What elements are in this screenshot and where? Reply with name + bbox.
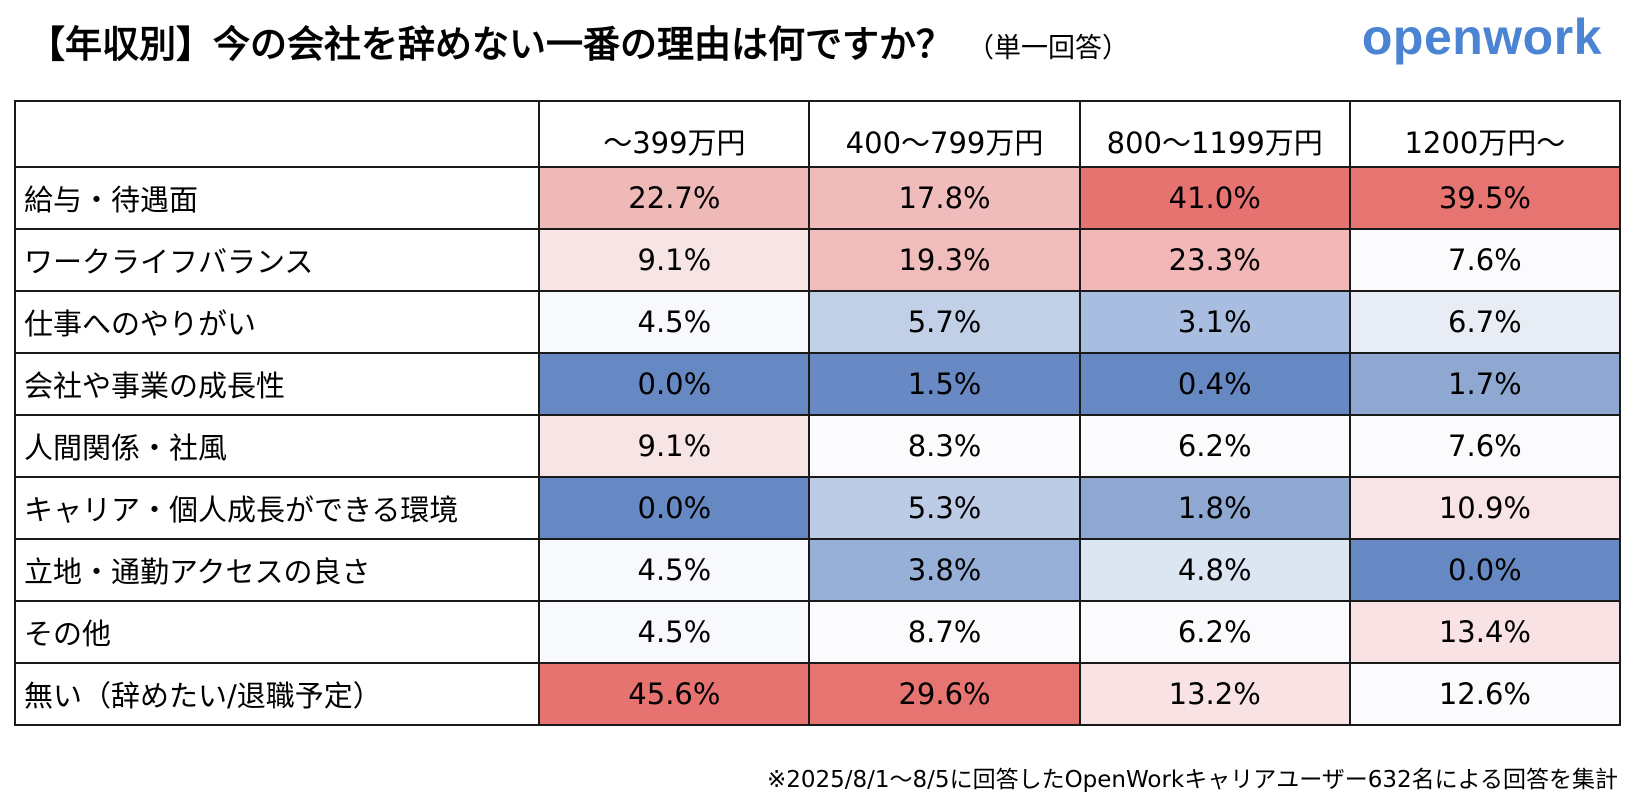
row-label: 会社や事業の成長性 xyxy=(13,352,541,416)
value-cell: 9.1% xyxy=(538,228,811,292)
column-header: 1200万円～ xyxy=(1348,100,1622,168)
value-cell: 22.7% xyxy=(538,166,811,230)
value-cell: 12.6% xyxy=(1348,662,1622,726)
value-cell: 7.6% xyxy=(1348,228,1622,292)
table-row: 仕事へのやりがい 4.5% 5.7% 3.1% 6.7% xyxy=(13,290,1622,354)
value-cell: 6.2% xyxy=(1078,600,1351,664)
value-cell: 0.0% xyxy=(1348,538,1622,602)
value-cell: 0.0% xyxy=(538,476,811,540)
chart-title-row: 【年収別】今の会社を辞めない一番の理由は何ですか？ （単一回答） xyxy=(28,14,1129,72)
value-cell: 8.7% xyxy=(808,600,1081,664)
value-cell: 5.3% xyxy=(808,476,1081,540)
row-label: キャリア・個人成長ができる環境 xyxy=(13,476,541,540)
chart-subtitle: （単一回答） xyxy=(967,33,1129,64)
value-cell: 4.5% xyxy=(538,290,811,354)
row-label: 仕事へのやりがい xyxy=(13,290,541,354)
table-row: ワークライフバランス 9.1% 19.3% 23.3% 7.6% xyxy=(13,228,1622,292)
value-cell: 29.6% xyxy=(808,662,1081,726)
value-cell: 4.5% xyxy=(538,538,811,602)
value-cell: 9.1% xyxy=(538,414,811,478)
value-cell: 4.8% xyxy=(1078,538,1351,602)
value-cell: 45.6% xyxy=(538,662,811,726)
column-header: ～399万円 xyxy=(538,100,811,168)
value-cell: 6.2% xyxy=(1078,414,1351,478)
footnote: ※2025/8/1～8/5に回答したOpenWorkキャリアユーザー632名によ… xyxy=(766,767,1618,793)
value-cell: 1.8% xyxy=(1078,476,1351,540)
row-label: 給与・待遇面 xyxy=(13,166,541,230)
heatmap-table: ～399万円 400～799万円 800～1199万円 1200万円～ 給与・待… xyxy=(13,100,1622,726)
value-cell: 39.5% xyxy=(1348,166,1622,230)
value-cell: 6.7% xyxy=(1348,290,1622,354)
value-cell: 0.4% xyxy=(1078,352,1351,416)
value-cell: 17.8% xyxy=(808,166,1081,230)
row-label: 立地・通勤アクセスの良さ xyxy=(13,538,541,602)
table-body: 給与・待遇面 22.7% 17.8% 41.0% 39.5% ワークライフバランス 9.1%… xyxy=(13,166,1622,726)
value-cell: 41.0% xyxy=(1078,166,1351,230)
value-cell: 4.5% xyxy=(538,600,811,664)
table-row: キャリア・個人成長ができる環境 0.0% 5.3% 1.8% 10.9% xyxy=(13,476,1622,540)
value-cell: 1.5% xyxy=(808,352,1081,416)
corner-cell xyxy=(13,100,541,168)
value-cell: 3.8% xyxy=(808,538,1081,602)
openwork-logo: openwork xyxy=(1361,9,1602,65)
chart-title: 【年収別】今の会社を辞めない一番の理由は何ですか？ xyxy=(28,23,953,66)
value-cell: 0.0% xyxy=(538,352,811,416)
row-label: その他 xyxy=(13,600,541,664)
row-label: 人間関係・社風 xyxy=(13,414,541,478)
column-header: 800～1199万円 xyxy=(1078,100,1351,168)
row-label: 無い（辞めたい/退職予定） xyxy=(13,662,541,726)
table-row: その他 4.5% 8.7% 6.2% 13.4% xyxy=(13,600,1622,664)
row-label: ワークライフバランス xyxy=(13,228,541,292)
value-cell: 3.1% xyxy=(1078,290,1351,354)
table-row: 会社や事業の成長性 0.0% 1.5% 0.4% 1.7% xyxy=(13,352,1622,416)
value-cell: 1.7% xyxy=(1348,352,1622,416)
value-cell: 7.6% xyxy=(1348,414,1622,478)
value-cell: 10.9% xyxy=(1348,476,1622,540)
value-cell: 23.3% xyxy=(1078,228,1351,292)
value-cell: 5.7% xyxy=(808,290,1081,354)
table-row: 立地・通勤アクセスの良さ 4.5% 3.8% 4.8% 0.0% xyxy=(13,538,1622,602)
table-row: 無い（辞めたい/退職予定） 45.6% 29.6% 13.2% 12.6% xyxy=(13,662,1622,726)
table-row: 給与・待遇面 22.7% 17.8% 41.0% 39.5% xyxy=(13,166,1622,230)
value-cell: 13.2% xyxy=(1078,662,1351,726)
value-cell: 13.4% xyxy=(1348,600,1622,664)
value-cell: 8.3% xyxy=(808,414,1081,478)
table-row: 人間関係・社風 9.1% 8.3% 6.2% 7.6% xyxy=(13,414,1622,478)
column-header: 400～799万円 xyxy=(808,100,1081,168)
header-row: ～399万円 400～799万円 800～1199万円 1200万円～ xyxy=(13,100,1622,168)
value-cell: 19.3% xyxy=(808,228,1081,292)
